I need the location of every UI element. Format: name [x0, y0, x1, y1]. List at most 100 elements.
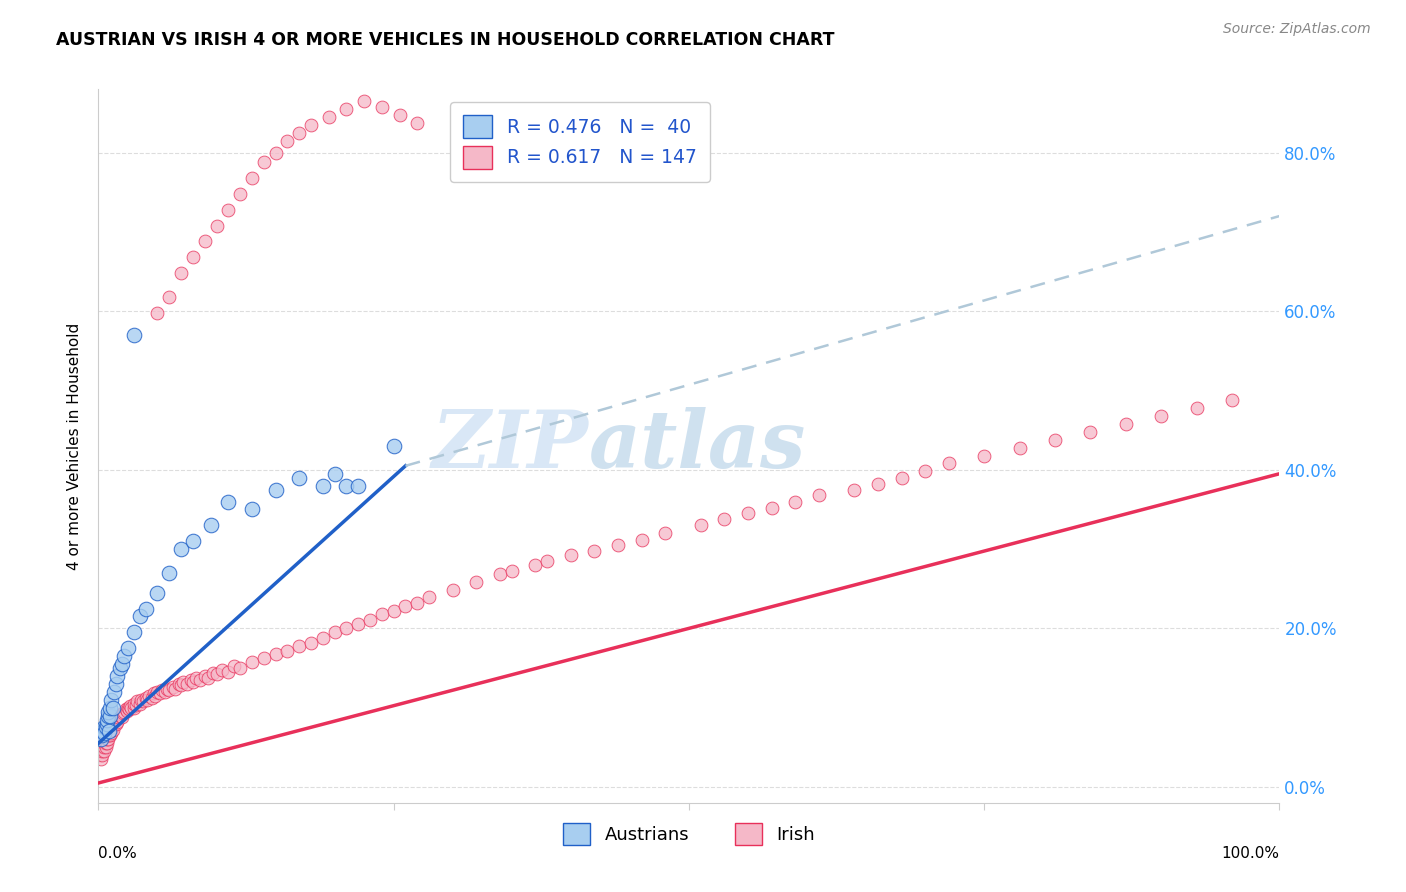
Point [240, 502, 263, 516]
Point [101, 700, 124, 714]
Point [807, 488, 830, 502]
Point [94, 740, 117, 755]
Point [194, 235, 217, 249]
Point [288, 639, 311, 653]
Point [583, 543, 606, 558]
Point [128, 609, 150, 624]
Point [1080, 425, 1102, 439]
Point [157, 683, 180, 698]
Point [122, 697, 145, 711]
Point [98, 728, 121, 742]
Point [100, 721, 122, 735]
Point [94, 721, 117, 735]
Point [117, 641, 139, 656]
Point [135, 692, 157, 706]
Point [122, 328, 145, 343]
Point [224, 659, 246, 673]
Point [170, 678, 193, 692]
Point [105, 713, 128, 727]
Point [143, 689, 166, 703]
Point [97, 728, 120, 742]
Point [418, 590, 440, 604]
Point [90, 752, 112, 766]
Point [181, 250, 204, 264]
Point [114, 702, 136, 716]
Y-axis label: 4 or more Vehicles in Household: 4 or more Vehicles in Household [66, 322, 82, 570]
Text: ZIP: ZIP [432, 408, 589, 484]
Point [654, 526, 676, 541]
Point [737, 507, 759, 521]
Point [105, 714, 128, 729]
Text: AUSTRIAN VS IRISH 4 OR MORE VEHICLES IN HOUSEHOLD CORRELATION CHART: AUSTRIAN VS IRISH 4 OR MORE VEHICLES IN … [56, 31, 835, 49]
Point [125, 698, 148, 713]
Point [441, 583, 464, 598]
Point [94, 732, 117, 747]
Point [141, 691, 163, 706]
Point [91, 740, 114, 755]
Point [153, 685, 176, 699]
Point [138, 689, 160, 703]
Point [94, 736, 117, 750]
Point [347, 478, 370, 492]
Point [157, 566, 180, 580]
Point [371, 607, 394, 621]
Point [1185, 401, 1208, 415]
Point [186, 671, 208, 685]
Point [112, 649, 135, 664]
Point [90, 744, 112, 758]
Point [105, 716, 128, 731]
Point [1115, 417, 1137, 431]
Point [689, 518, 711, 533]
Point [318, 110, 340, 124]
Point [264, 647, 287, 661]
Point [165, 681, 187, 696]
Point [1008, 441, 1031, 455]
Point [353, 94, 375, 108]
Point [97, 705, 120, 719]
Text: Source: ZipAtlas.com: Source: ZipAtlas.com [1223, 22, 1371, 37]
Point [111, 710, 134, 724]
Point [382, 439, 405, 453]
Point [107, 710, 129, 724]
Point [111, 657, 134, 671]
Point [105, 677, 128, 691]
Point [105, 669, 128, 683]
Point [90, 732, 112, 747]
Point [211, 663, 233, 677]
Point [201, 665, 224, 680]
Point [1220, 392, 1243, 407]
Point [146, 685, 169, 699]
Point [120, 699, 142, 714]
Point [98, 708, 121, 723]
Point [335, 621, 357, 635]
Point [536, 554, 558, 568]
Point [150, 683, 173, 698]
Point [146, 306, 169, 320]
Point [938, 457, 960, 471]
Point [713, 512, 735, 526]
Point [167, 677, 190, 691]
Point [115, 704, 138, 718]
Text: 100.0%: 100.0% [1222, 847, 1279, 862]
Point [135, 691, 157, 706]
Point [108, 708, 131, 723]
Point [93, 744, 115, 758]
Point [501, 564, 523, 578]
Point [205, 667, 228, 681]
Point [170, 542, 193, 557]
Point [110, 706, 132, 721]
Point [323, 625, 346, 640]
Point [406, 115, 429, 129]
Point [146, 585, 169, 599]
Point [93, 721, 115, 735]
Point [96, 736, 118, 750]
Point [103, 716, 125, 731]
Point [388, 107, 411, 121]
Point [97, 708, 120, 723]
Point [96, 732, 118, 747]
Point [1150, 409, 1173, 423]
Point [170, 266, 193, 280]
Point [108, 661, 131, 675]
Point [630, 533, 652, 547]
Point [785, 494, 807, 508]
